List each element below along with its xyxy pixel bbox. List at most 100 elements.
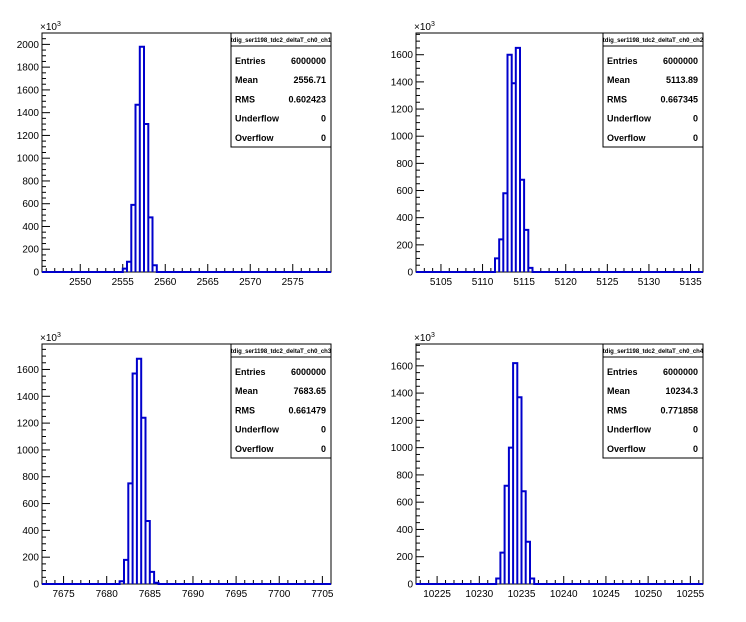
stats-key: Overflow <box>607 444 647 454</box>
stats-key: Mean <box>607 386 630 396</box>
stats-value: 0 <box>693 444 698 454</box>
stats-value: 7683.65 <box>293 386 326 396</box>
stats-key: Entries <box>235 367 266 377</box>
y-tick-label: 0 <box>33 580 39 591</box>
y-tick-label: 200 <box>22 245 39 256</box>
y-tick-label: 1000 <box>17 445 40 456</box>
x-tick-label: 2560 <box>154 277 177 288</box>
stats-value: 0.661479 <box>288 405 326 415</box>
x-tick-label: 5110 <box>472 277 494 288</box>
x-tick-label: 10250 <box>634 589 662 600</box>
stats-title: tdig_ser1198_tdc2_deltaT_ch0_ch1 <box>231 38 332 44</box>
stats-box <box>230 32 332 148</box>
x-tick-label: 2550 <box>69 277 92 288</box>
stats-key: Mean <box>235 75 258 85</box>
y-tick-label: 800 <box>396 470 413 481</box>
y-tick-label: 400 <box>396 525 413 536</box>
stats-box <box>602 343 704 459</box>
y-tick-label: 200 <box>396 552 413 563</box>
y-tick-label: 1000 <box>391 443 414 454</box>
stats-value: 6000000 <box>663 56 698 66</box>
stats-key: Entries <box>607 367 638 377</box>
stats-value: 0 <box>321 133 326 143</box>
stats-title: tdig_ser1198_tdc2_deltaT_ch0_ch3 <box>231 349 332 355</box>
x-tick-label: 10245 <box>592 589 620 600</box>
y-tick-label: 600 <box>396 186 413 197</box>
x-tick-label: 5105 <box>430 277 453 288</box>
stats-value: 6000000 <box>291 367 326 377</box>
y-tick-label: 1200 <box>391 416 414 427</box>
y-tick-label: 400 <box>22 526 39 537</box>
x-tick-label: 10240 <box>550 589 578 600</box>
y-tick-label: 1200 <box>17 131 40 142</box>
stats-key: RMS <box>235 94 255 104</box>
histogram-series <box>42 45 331 273</box>
stats-key: Overflow <box>235 133 275 143</box>
stats-key: Entries <box>235 56 266 66</box>
y-tick-label: 1600 <box>17 85 40 96</box>
y-multiplier-label: ×103 <box>414 332 435 344</box>
y-tick-label: 600 <box>22 499 39 510</box>
stats-key: Underflow <box>607 114 652 124</box>
x-tick-label: 10255 <box>676 589 704 600</box>
y-tick-label: 0 <box>407 268 413 279</box>
histogram-series <box>416 362 703 585</box>
stats-value: 2556.71 <box>293 75 326 85</box>
y-tick-label: 0 <box>407 580 413 591</box>
stats-value: 0 <box>693 133 698 143</box>
x-tick-label: 5135 <box>679 277 702 288</box>
y-tick-label: 800 <box>22 472 39 483</box>
y-tick-label: 1400 <box>17 108 40 119</box>
y-multiplier-label: ×103 <box>414 21 435 33</box>
y-tick-label: 1200 <box>17 419 40 430</box>
x-tick-label: 2575 <box>282 277 305 288</box>
x-tick-label: 5125 <box>596 277 619 288</box>
stats-key: Underflow <box>235 114 280 124</box>
stats-key: Mean <box>607 75 630 85</box>
stats-key: Underflow <box>607 425 652 435</box>
x-tick-label: 10225 <box>423 589 451 600</box>
stats-key: RMS <box>235 405 255 415</box>
y-tick-label: 1600 <box>391 50 414 61</box>
x-tick-label: 7690 <box>182 589 205 600</box>
y-tick-label: 200 <box>22 553 39 564</box>
stats-value: 0 <box>693 114 698 124</box>
y-tick-label: 1200 <box>391 105 414 116</box>
y-tick-label: 1400 <box>391 77 414 88</box>
x-tick-label: 5130 <box>638 277 661 288</box>
x-tick-label: 7685 <box>139 589 162 600</box>
panel-ch2: 5105 5110 5115 5120 5125 5130 5135 0 200 400 600 80… <box>391 21 704 288</box>
y-tick-label: 800 <box>22 176 39 187</box>
panel-ch1: 2550 2555 2560 2565 2570 2575 0 200 400 600 800 100… <box>17 21 332 288</box>
histogram-series <box>416 46 703 273</box>
stats-key: RMS <box>607 94 627 104</box>
y-tick-label: 0 <box>33 268 39 279</box>
y-tick-label: 1400 <box>391 389 414 400</box>
x-tick-label: 7700 <box>268 589 291 600</box>
stats-value: 10234.3 <box>665 386 698 396</box>
y-tick-label: 600 <box>22 199 39 210</box>
x-tick-label: 7705 <box>311 589 334 600</box>
y-tick-label: 2000 <box>17 40 40 51</box>
y-tick-label: 1000 <box>391 132 414 143</box>
stats-box <box>602 32 704 148</box>
y-tick-label: 600 <box>396 498 413 509</box>
y-tick-label: 1600 <box>391 361 414 372</box>
stats-key: Underflow <box>235 425 280 435</box>
x-tick-label: 2565 <box>197 277 220 288</box>
x-tick-label: 7695 <box>225 589 248 600</box>
stats-value: 0 <box>321 425 326 435</box>
y-tick-label: 200 <box>396 240 413 251</box>
stats-value: 6000000 <box>291 56 326 66</box>
histogram-series <box>42 357 331 585</box>
stats-key: RMS <box>607 405 627 415</box>
y-tick-label: 400 <box>396 213 413 224</box>
x-tick-label: 2570 <box>239 277 262 288</box>
y-tick-label: 800 <box>396 159 413 170</box>
y-tick-label: 400 <box>22 222 39 233</box>
x-tick-label: 10230 <box>465 589 493 600</box>
y-tick-label: 1400 <box>17 392 40 403</box>
y-tick-label: 1000 <box>17 154 40 165</box>
stats-value: 0 <box>693 425 698 435</box>
